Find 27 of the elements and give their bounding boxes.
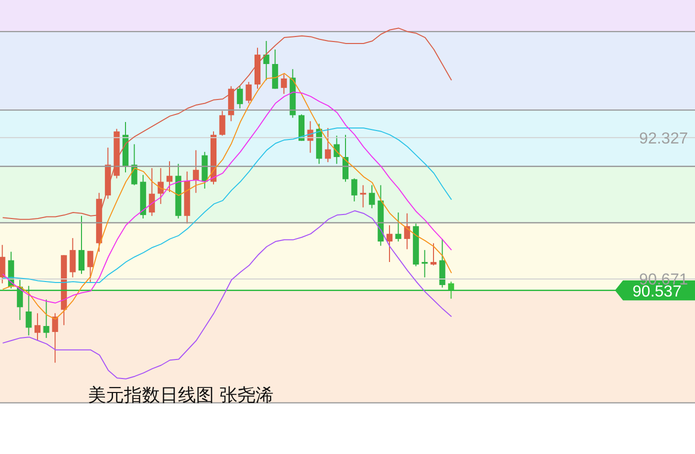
candlestick bbox=[219, 110, 226, 136]
candlestick bbox=[148, 168, 155, 216]
candlestick bbox=[334, 135, 340, 164]
candlestick bbox=[368, 184, 375, 209]
candlestick bbox=[246, 81, 252, 104]
candlestick bbox=[395, 212, 402, 242]
candlestick bbox=[448, 281, 454, 300]
candlestick bbox=[386, 224, 392, 262]
candlestick bbox=[52, 312, 58, 364]
candlestick bbox=[351, 178, 358, 202]
candlestick bbox=[78, 215, 84, 274]
candlestick bbox=[87, 250, 94, 283]
candlestick bbox=[192, 150, 199, 194]
annotation: 美元指数日线图 张尧浠 bbox=[88, 384, 274, 407]
candlestick bbox=[0, 244, 6, 284]
candlestick bbox=[404, 212, 410, 250]
candlestick bbox=[236, 86, 243, 109]
candlestick bbox=[263, 40, 270, 81]
candlestick bbox=[324, 128, 331, 163]
candlestick bbox=[280, 74, 287, 94]
line-series bbox=[2, 210, 452, 380]
candlestick bbox=[166, 160, 172, 193]
y-tick-label: 92.327 bbox=[639, 130, 688, 148]
candlestick bbox=[43, 299, 50, 338]
candlestick bbox=[430, 242, 436, 266]
candlestick bbox=[70, 238, 76, 278]
candlestick bbox=[34, 312, 40, 341]
